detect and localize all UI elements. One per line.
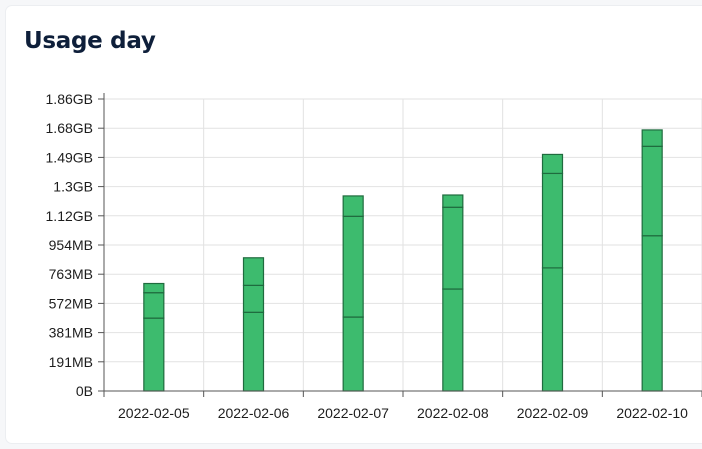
- bar-segment: [242, 311, 265, 392]
- bar-segment: [242, 284, 265, 313]
- bar-segment: [641, 235, 663, 392]
- x-tick-label: 2022-02-07: [317, 405, 389, 421]
- bar-segment: [342, 316, 364, 392]
- y-tick-label: 1.86GB: [46, 91, 93, 107]
- y-tick-label: 1.12GB: [46, 208, 93, 224]
- x-tick-label: 2022-02-09: [517, 405, 589, 421]
- bar-segment: [442, 194, 464, 208]
- y-tick-label: 1.3GB: [53, 179, 93, 195]
- y-tick-label: 191MB: [49, 354, 93, 370]
- bar-segment: [541, 267, 564, 392]
- bar-segment: [143, 292, 165, 319]
- bar-segment: [442, 206, 464, 290]
- bar-segment: [143, 282, 165, 294]
- chart-bars: [143, 129, 663, 392]
- y-tick-label: 1.49GB: [46, 149, 93, 165]
- x-axis-tick-labels: 2022-02-05 2022-02-06 2022-02-07 2022-02-08…: [118, 405, 688, 421]
- bar-segment: [242, 257, 265, 286]
- y-tick-label: 763MB: [49, 266, 93, 282]
- x-tick-label: 2022-02-06: [218, 405, 290, 421]
- x-tick-label: 2022-02-05: [118, 405, 190, 421]
- bar-segment: [641, 129, 663, 147]
- y-tick-label: 954MB: [49, 237, 93, 253]
- y-tick-label: 1.68GB: [46, 120, 93, 136]
- bar-segment: [342, 215, 364, 318]
- bar-segment: [641, 145, 663, 237]
- y-tick-label: 0B: [76, 383, 93, 399]
- chart-grid: [104, 98, 702, 391]
- chart-axes: [98, 93, 702, 397]
- x-tick-label: 2022-02-10: [616, 405, 688, 421]
- x-tick-label: 2022-02-08: [417, 405, 489, 421]
- y-tick-label: 381MB: [49, 325, 93, 341]
- y-tick-label: 572MB: [49, 295, 93, 311]
- bar-segment: [143, 317, 165, 392]
- bar-segment: [342, 195, 364, 217]
- bar-segment: [442, 288, 464, 392]
- bar-segment: [541, 172, 564, 269]
- y-axis-tick-labels: 0B 191MB 381MB 572MB 763MB 954MB 1.12GB 1.3GB 1.…: [46, 91, 93, 399]
- card-title: Usage day: [24, 28, 156, 54]
- bar-segment: [541, 153, 564, 175]
